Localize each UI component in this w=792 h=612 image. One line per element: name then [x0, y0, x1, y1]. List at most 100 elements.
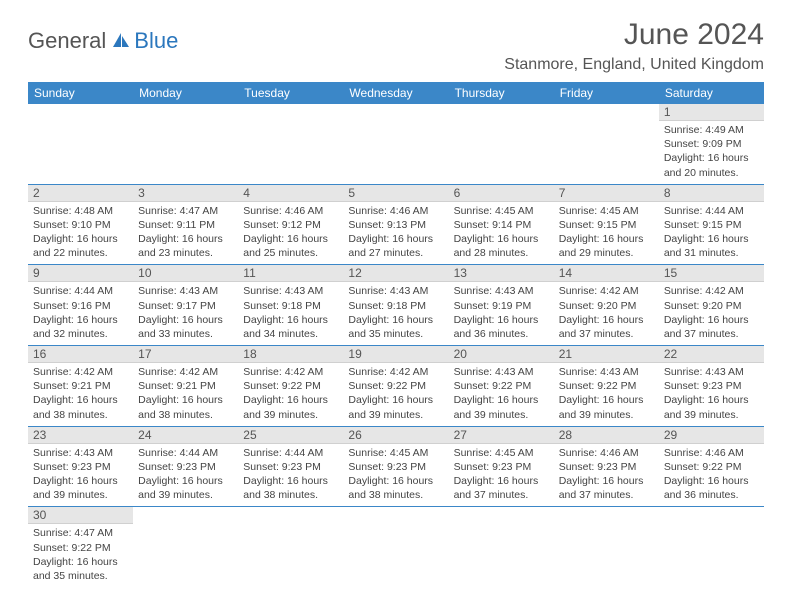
day-details: Sunrise: 4:46 AMSunset: 9:22 PMDaylight:…: [659, 444, 764, 507]
day-details: Sunrise: 4:44 AMSunset: 9:23 PMDaylight:…: [238, 444, 343, 507]
day-number: 10: [133, 265, 238, 282]
calendar-cell: 15Sunrise: 4:42 AMSunset: 9:20 PMDayligh…: [659, 265, 764, 346]
calendar-cell: 5Sunrise: 4:46 AMSunset: 9:13 PMDaylight…: [343, 184, 448, 265]
calendar-cell: [659, 507, 764, 587]
day-number: 20: [449, 346, 554, 363]
brand-logo: General Blue: [28, 18, 178, 54]
day-number: 12: [343, 265, 448, 282]
day-details: Sunrise: 4:43 AMSunset: 9:19 PMDaylight:…: [449, 282, 554, 345]
calendar-cell: 10Sunrise: 4:43 AMSunset: 9:17 PMDayligh…: [133, 265, 238, 346]
calendar-cell: 6Sunrise: 4:45 AMSunset: 9:14 PMDaylight…: [449, 184, 554, 265]
calendar-cell: 1Sunrise: 4:49 AMSunset: 9:09 PMDaylight…: [659, 104, 764, 184]
day-number: 11: [238, 265, 343, 282]
calendar-row: 23Sunrise: 4:43 AMSunset: 9:23 PMDayligh…: [28, 426, 764, 507]
day-details: Sunrise: 4:43 AMSunset: 9:23 PMDaylight:…: [28, 444, 133, 507]
day-number: 24: [133, 427, 238, 444]
calendar-cell: 25Sunrise: 4:44 AMSunset: 9:23 PMDayligh…: [238, 426, 343, 507]
day-details: Sunrise: 4:42 AMSunset: 9:20 PMDaylight:…: [554, 282, 659, 345]
day-number: 18: [238, 346, 343, 363]
calendar-cell: [343, 507, 448, 587]
weekday-header: Friday: [554, 82, 659, 104]
calendar-cell: [554, 104, 659, 184]
day-details: Sunrise: 4:43 AMSunset: 9:23 PMDaylight:…: [659, 363, 764, 426]
calendar-cell: 18Sunrise: 4:42 AMSunset: 9:22 PMDayligh…: [238, 346, 343, 427]
day-details: Sunrise: 4:44 AMSunset: 9:23 PMDaylight:…: [133, 444, 238, 507]
day-number: 2: [28, 185, 133, 202]
calendar-cell: 24Sunrise: 4:44 AMSunset: 9:23 PMDayligh…: [133, 426, 238, 507]
day-number: 29: [659, 427, 764, 444]
day-details: Sunrise: 4:48 AMSunset: 9:10 PMDaylight:…: [28, 202, 133, 265]
weekday-header-row: SundayMondayTuesdayWednesdayThursdayFrid…: [28, 82, 764, 104]
calendar-cell: 8Sunrise: 4:44 AMSunset: 9:15 PMDaylight…: [659, 184, 764, 265]
day-details: Sunrise: 4:42 AMSunset: 9:22 PMDaylight:…: [343, 363, 448, 426]
weekday-header: Tuesday: [238, 82, 343, 104]
day-details: Sunrise: 4:43 AMSunset: 9:22 PMDaylight:…: [449, 363, 554, 426]
calendar-cell: 17Sunrise: 4:42 AMSunset: 9:21 PMDayligh…: [133, 346, 238, 427]
day-number: 22: [659, 346, 764, 363]
day-number: 17: [133, 346, 238, 363]
day-number: 7: [554, 185, 659, 202]
calendar-cell: 29Sunrise: 4:46 AMSunset: 9:22 PMDayligh…: [659, 426, 764, 507]
brand-part2: Blue: [134, 28, 178, 54]
day-number: 3: [133, 185, 238, 202]
calendar-cell: 16Sunrise: 4:42 AMSunset: 9:21 PMDayligh…: [28, 346, 133, 427]
day-number: 4: [238, 185, 343, 202]
calendar-cell: 4Sunrise: 4:46 AMSunset: 9:12 PMDaylight…: [238, 184, 343, 265]
calendar-cell: 11Sunrise: 4:43 AMSunset: 9:18 PMDayligh…: [238, 265, 343, 346]
calendar-cell: 30Sunrise: 4:47 AMSunset: 9:22 PMDayligh…: [28, 507, 133, 587]
calendar-row: 16Sunrise: 4:42 AMSunset: 9:21 PMDayligh…: [28, 346, 764, 427]
day-number: 1: [659, 104, 764, 121]
day-details: Sunrise: 4:49 AMSunset: 9:09 PMDaylight:…: [659, 121, 764, 184]
day-details: Sunrise: 4:43 AMSunset: 9:18 PMDaylight:…: [343, 282, 448, 345]
calendar-cell: [554, 507, 659, 587]
calendar-cell: [133, 507, 238, 587]
calendar-body: 1Sunrise: 4:49 AMSunset: 9:09 PMDaylight…: [28, 104, 764, 587]
page-header: General Blue June 2024 Stanmore, England…: [28, 18, 764, 74]
calendar-cell: [238, 507, 343, 587]
calendar-cell: [449, 507, 554, 587]
day-number: 13: [449, 265, 554, 282]
calendar-cell: [343, 104, 448, 184]
day-number: 16: [28, 346, 133, 363]
calendar-cell: [28, 104, 133, 184]
day-number: 14: [554, 265, 659, 282]
day-details: Sunrise: 4:42 AMSunset: 9:20 PMDaylight:…: [659, 282, 764, 345]
day-details: Sunrise: 4:45 AMSunset: 9:23 PMDaylight:…: [343, 444, 448, 507]
calendar-cell: 12Sunrise: 4:43 AMSunset: 9:18 PMDayligh…: [343, 265, 448, 346]
calendar-cell: 9Sunrise: 4:44 AMSunset: 9:16 PMDaylight…: [28, 265, 133, 346]
weekday-header: Sunday: [28, 82, 133, 104]
day-details: Sunrise: 4:43 AMSunset: 9:18 PMDaylight:…: [238, 282, 343, 345]
day-details: Sunrise: 4:45 AMSunset: 9:15 PMDaylight:…: [554, 202, 659, 265]
day-details: Sunrise: 4:42 AMSunset: 9:22 PMDaylight:…: [238, 363, 343, 426]
calendar-row: 9Sunrise: 4:44 AMSunset: 9:16 PMDaylight…: [28, 265, 764, 346]
month-year: June 2024: [504, 18, 764, 52]
calendar-cell: 20Sunrise: 4:43 AMSunset: 9:22 PMDayligh…: [449, 346, 554, 427]
weekday-header: Monday: [133, 82, 238, 104]
day-number: 19: [343, 346, 448, 363]
location: Stanmore, England, United Kingdom: [504, 56, 764, 74]
day-details: Sunrise: 4:43 AMSunset: 9:22 PMDaylight:…: [554, 363, 659, 426]
day-details: Sunrise: 4:42 AMSunset: 9:21 PMDaylight:…: [28, 363, 133, 426]
calendar-row: 30Sunrise: 4:47 AMSunset: 9:22 PMDayligh…: [28, 507, 764, 587]
calendar-cell: 26Sunrise: 4:45 AMSunset: 9:23 PMDayligh…: [343, 426, 448, 507]
calendar-cell: [133, 104, 238, 184]
day-number: 9: [28, 265, 133, 282]
day-details: Sunrise: 4:43 AMSunset: 9:17 PMDaylight:…: [133, 282, 238, 345]
brand-sail-icon: [111, 31, 131, 52]
day-details: Sunrise: 4:47 AMSunset: 9:22 PMDaylight:…: [28, 524, 133, 587]
calendar-cell: 7Sunrise: 4:45 AMSunset: 9:15 PMDaylight…: [554, 184, 659, 265]
day-number: 28: [554, 427, 659, 444]
day-number: 30: [28, 507, 133, 524]
day-number: 26: [343, 427, 448, 444]
day-number: 27: [449, 427, 554, 444]
day-details: Sunrise: 4:42 AMSunset: 9:21 PMDaylight:…: [133, 363, 238, 426]
calendar-cell: [238, 104, 343, 184]
calendar-cell: [449, 104, 554, 184]
calendar-cell: 2Sunrise: 4:48 AMSunset: 9:10 PMDaylight…: [28, 184, 133, 265]
calendar-table: SundayMondayTuesdayWednesdayThursdayFrid…: [28, 82, 764, 587]
calendar-cell: 3Sunrise: 4:47 AMSunset: 9:11 PMDaylight…: [133, 184, 238, 265]
title-block: June 2024 Stanmore, England, United King…: [504, 18, 764, 74]
weekday-header: Saturday: [659, 82, 764, 104]
calendar-cell: 13Sunrise: 4:43 AMSunset: 9:19 PMDayligh…: [449, 265, 554, 346]
day-number: 8: [659, 185, 764, 202]
